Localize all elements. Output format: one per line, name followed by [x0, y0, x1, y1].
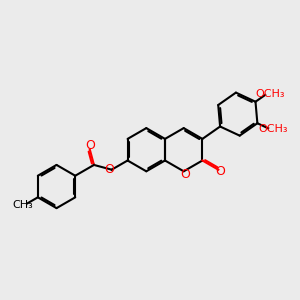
- Text: CH₃: CH₃: [12, 200, 33, 210]
- Text: OCH₃: OCH₃: [255, 88, 284, 98]
- Text: O: O: [104, 163, 114, 176]
- Text: OCH₃: OCH₃: [258, 124, 288, 134]
- Text: O: O: [85, 139, 95, 152]
- Text: O: O: [180, 168, 190, 182]
- Text: O: O: [215, 165, 225, 178]
